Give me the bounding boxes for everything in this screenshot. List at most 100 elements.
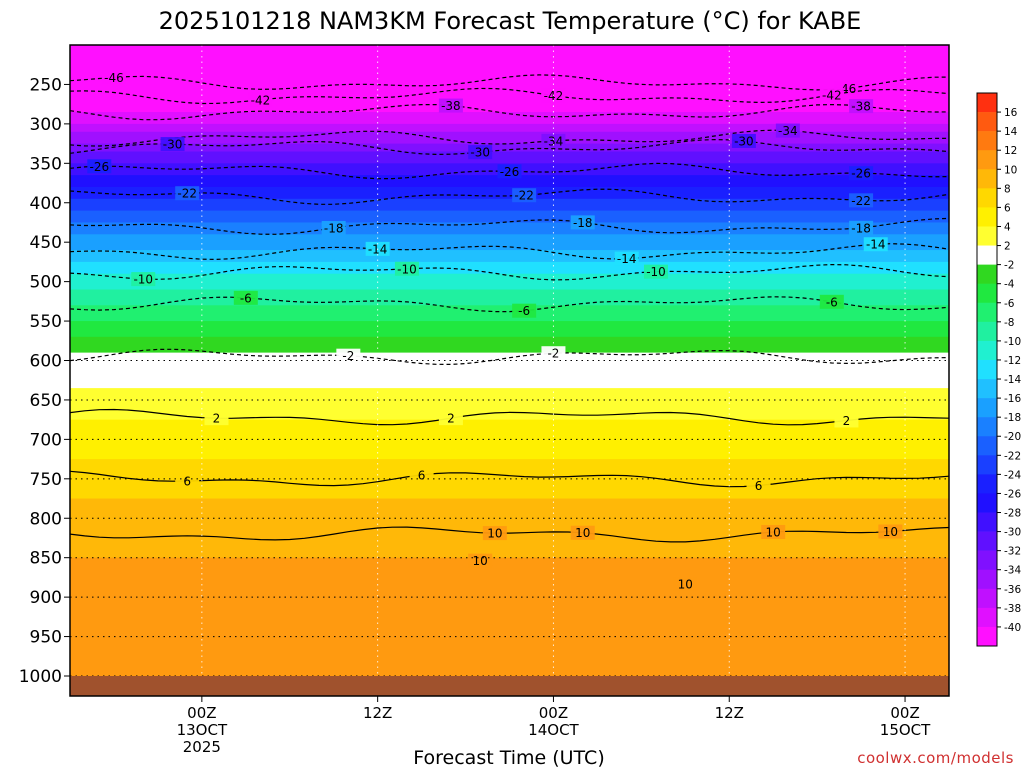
colorbar-label: -36 (1004, 584, 1021, 596)
contour-line (70, 74, 949, 91)
heat-band (70, 537, 949, 543)
colorbar-segment (977, 150, 997, 170)
colorbar-segment (977, 321, 997, 342)
contour-label: 6 (183, 475, 191, 489)
colorbar-label: -30 (1004, 527, 1021, 539)
contour-label-bg (614, 251, 639, 266)
heat-band (70, 254, 949, 259)
heat-band (70, 64, 949, 70)
heat-band (70, 127, 949, 133)
heat-band (70, 593, 949, 598)
colorbar-label: -16 (1004, 393, 1021, 405)
contour-label-bg (438, 411, 463, 426)
x-tick-label: 12Z (715, 704, 744, 722)
contour-label: -38 (441, 99, 461, 113)
heat-band (70, 608, 949, 614)
heat-band (70, 186, 949, 192)
credit-text: coolwx.com/models (857, 749, 1014, 767)
chart-title: 2025101218 NAM3KM Forecast Temperature (… (159, 7, 862, 35)
heat-band (70, 60, 949, 66)
y-tick-label: 700 (30, 430, 62, 450)
heat-band (70, 514, 949, 519)
x-tick-label: 12Z (363, 704, 392, 722)
contour-label: -46 (104, 71, 124, 85)
heat-band (70, 96, 949, 101)
heat-band (70, 573, 949, 579)
contour-label: -18 (573, 216, 593, 230)
heat-band (70, 581, 949, 586)
contour-label-bg (131, 272, 156, 287)
contour-label-bg (761, 524, 786, 539)
heat-band (70, 447, 949, 452)
contour-label-bg (248, 92, 273, 107)
heat-band (70, 565, 949, 571)
heat-band (70, 56, 949, 62)
y-tick-label: 950 (30, 628, 62, 648)
contour-label-bg (849, 166, 874, 181)
heat-band (70, 549, 949, 555)
colorbar-label: 10 (1004, 164, 1017, 176)
heat-band (70, 336, 949, 342)
contour-label: -6 (826, 295, 838, 309)
contour-label: 10 (487, 527, 502, 541)
heat-band (70, 597, 949, 602)
colorbar-label: 4 (1004, 221, 1011, 233)
heat-band (70, 368, 949, 373)
heat-band (70, 620, 949, 626)
heat-band (70, 561, 949, 567)
contour-label-bg (101, 70, 126, 85)
plot-frame (69, 44, 950, 697)
heat-band (70, 589, 949, 594)
heat-band (70, 672, 949, 677)
contour-label-bg (819, 87, 844, 102)
colorbar-label: 14 (1004, 126, 1018, 138)
heat-band (70, 246, 949, 251)
heat-band (70, 545, 949, 551)
contour-label: 2 (213, 412, 221, 426)
ground-strip (70, 676, 949, 696)
heat-band (70, 534, 949, 539)
colorbar-segment (977, 398, 997, 418)
colorbar-segment (977, 302, 997, 323)
contour-label-bg (570, 525, 595, 540)
heat-band (70, 179, 949, 184)
contour-label-bg (878, 524, 903, 539)
contour-label: -42 (822, 88, 842, 102)
colorbar-segment (977, 131, 997, 151)
heat-band (70, 352, 949, 358)
colorbar-label: -26 (1004, 488, 1021, 500)
contour-label: -34 (544, 134, 564, 148)
heat-band (70, 202, 949, 208)
colorbar: 16 14 12 10 8 6 4 2 -2 -4 -6 -8 -10 -12 -14 -16 -18 -20 -2… (976, 92, 1021, 647)
contour-label: -38 (851, 100, 871, 114)
colorbar-segment (977, 588, 997, 609)
heat-band (70, 498, 949, 504)
heat-band (70, 526, 949, 531)
contour-label-bg (512, 188, 537, 203)
colorbar-label: -4 (1004, 279, 1015, 291)
colorbar-label: -24 (1004, 469, 1021, 481)
colorbar-segment (977, 264, 997, 284)
colorbar-label: -14 (1004, 374, 1021, 386)
heat-band (70, 668, 949, 673)
heat-band (70, 269, 949, 275)
heat-band (70, 624, 949, 630)
contour-label: -6 (518, 304, 530, 318)
y-tick-label: 550 (30, 312, 62, 332)
heat-band (70, 328, 949, 334)
colorbar-label: -34 (1004, 565, 1021, 577)
contour-line (70, 296, 949, 313)
y-tick-label: 250 (30, 75, 62, 95)
y-tick-label: 650 (30, 391, 62, 411)
heat-band (70, 380, 949, 385)
heat-band (70, 313, 949, 318)
heat-band (70, 238, 949, 243)
colorbar-label: -20 (1004, 431, 1021, 443)
heat-band (70, 443, 949, 448)
heat-band (70, 522, 949, 527)
heat-band (70, 285, 949, 291)
contour-label: -18 (851, 221, 871, 235)
heat-band (70, 289, 949, 295)
contour-label: -26 (500, 165, 520, 179)
heat-band (70, 119, 949, 125)
